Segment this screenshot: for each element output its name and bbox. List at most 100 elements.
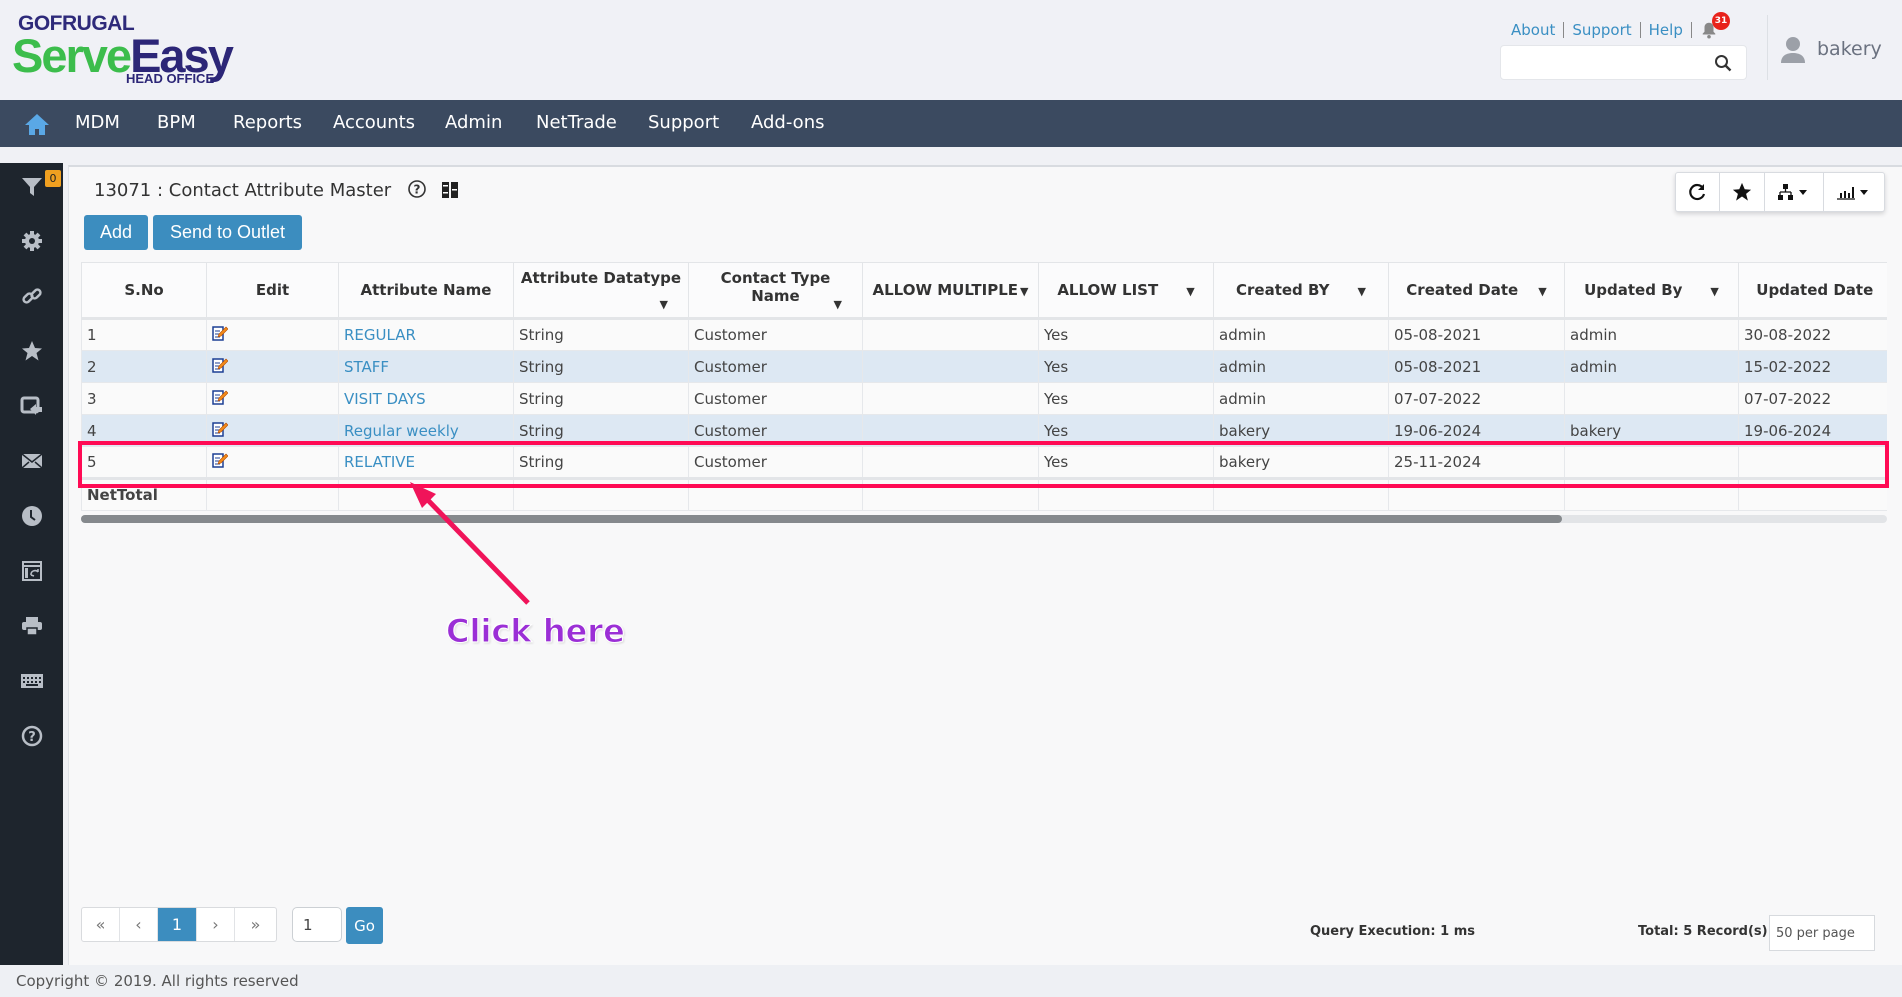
edit-icon[interactable]: [212, 357, 229, 377]
column-header-created-date[interactable]: Created Date ▼: [1388, 262, 1565, 320]
edit-cell: [206, 350, 339, 383]
sort-caret-icon[interactable]: ▼: [659, 298, 668, 311]
cell-created-by: admin: [1213, 382, 1389, 415]
prev-page-button[interactable]: ‹: [120, 908, 158, 941]
column-header-attribute-datatype[interactable]: Attribute Datatype ▼: [513, 262, 689, 320]
edit-icon[interactable]: [212, 389, 229, 409]
help-icon[interactable]: ?: [407, 179, 427, 199]
edit-icon[interactable]: [212, 421, 229, 441]
nav-addons[interactable]: Add-ons: [751, 112, 825, 133]
filter-count-badge: 0: [45, 170, 61, 187]
attribute-name-link[interactable]: Regular weekly: [344, 421, 459, 440]
cell-created-by: bakery: [1213, 446, 1389, 479]
total-cell: [1564, 477, 1739, 511]
favorite-button[interactable]: [1720, 173, 1765, 211]
logo[interactable]: ServeEasy: [12, 28, 234, 83]
sort-caret-icon[interactable]: ▼: [1710, 285, 1719, 298]
sort-caret-icon[interactable]: ▼: [1357, 285, 1366, 298]
sort-caret-icon[interactable]: ▼: [1538, 285, 1547, 298]
search-icon[interactable]: [1714, 54, 1732, 72]
svg-text:?: ?: [28, 730, 36, 745]
column-header-updated-date[interactable]: Updated Date▼: [1738, 262, 1887, 320]
go-button[interactable]: Go: [346, 907, 383, 944]
nav-accounts[interactable]: Accounts: [333, 112, 416, 133]
sort-caret-icon[interactable]: ▼: [1186, 285, 1195, 298]
chart-dropdown[interactable]: [1824, 173, 1884, 211]
cell-attribute-name: VISIT DAYS: [338, 382, 514, 415]
notification-badge[interactable]: 31: [1712, 12, 1730, 30]
logo-brand: GOFRUGAL: [18, 12, 135, 35]
home-icon[interactable]: [24, 112, 50, 136]
window-swap-icon[interactable]: [20, 559, 44, 583]
search-input[interactable]: [1500, 45, 1747, 80]
filter-icon[interactable]: [20, 175, 44, 199]
nav-mdm[interactable]: MDM: [75, 112, 120, 133]
share-screen-icon[interactable]: [20, 394, 44, 418]
attribute-name-link[interactable]: VISIT DAYS: [344, 389, 426, 408]
printer-icon[interactable]: [20, 614, 44, 638]
nav-reports[interactable]: Reports: [233, 112, 303, 133]
sort-caret-icon[interactable]: ▼: [833, 298, 842, 311]
help-link[interactable]: Help: [1648, 21, 1683, 39]
hierarchy-dropdown[interactable]: [1765, 173, 1825, 211]
nav-admin[interactable]: Admin: [445, 112, 503, 133]
cell-sno: 2: [81, 350, 207, 383]
refresh-icon: [1689, 183, 1706, 201]
column-header-created-by[interactable]: Created BY ▼: [1213, 262, 1389, 320]
goto-page-input[interactable]: [292, 907, 342, 942]
about-link[interactable]: About: [1511, 21, 1556, 39]
sort-caret-icon[interactable]: ▼: [1020, 285, 1029, 298]
cell-contact-type: Customer: [688, 350, 863, 383]
column-header-allow-multiple[interactable]: ALLOW MULTIPLE ▼: [862, 262, 1039, 320]
column-header-allow-list[interactable]: ALLOW LIST ▼: [1038, 262, 1214, 320]
column-header-updated-by[interactable]: Updated By ▼: [1564, 262, 1739, 320]
edit-icon[interactable]: [212, 325, 229, 345]
layout-icon[interactable]: [441, 181, 459, 199]
cell-contact-type: Customer: [688, 318, 863, 351]
scrollbar-thumb[interactable]: [81, 515, 1562, 523]
keyboard-icon[interactable]: [20, 669, 44, 693]
horizontal-scrollbar[interactable]: [81, 515, 1887, 523]
cell-updated-date: 07-07-2022: [1738, 382, 1887, 415]
logo-part2: Easy: [130, 29, 234, 82]
edit-icon[interactable]: [212, 452, 229, 472]
user-avatar-icon[interactable]: [1780, 35, 1806, 65]
attribute-name-link[interactable]: STAFF: [344, 357, 390, 376]
support-link[interactable]: Support: [1572, 21, 1632, 39]
nav-bpm[interactable]: BPM: [157, 112, 196, 133]
nav-support[interactable]: Support: [648, 112, 720, 133]
link-icon[interactable]: [20, 284, 44, 308]
add-button[interactable]: Add: [84, 215, 148, 250]
gear-icon[interactable]: [20, 229, 44, 253]
top-links: About Support Help: [1511, 21, 1718, 39]
table-row: 2 STAFF String Customer Yes admin 05-08-2021 ad…: [81, 350, 1887, 383]
column-header-edit[interactable]: Edit: [206, 262, 339, 320]
sidebar: ?: [0, 163, 63, 965]
first-page-button[interactable]: «: [82, 908, 120, 941]
attribute-name-link[interactable]: REGULAR: [344, 326, 416, 344]
page-1-button[interactable]: 1: [158, 908, 197, 941]
next-page-button[interactable]: ›: [197, 908, 235, 941]
refresh-button[interactable]: [1676, 173, 1720, 211]
column-header-sno[interactable]: S.No: [81, 262, 207, 320]
bell-icon[interactable]: [1700, 21, 1718, 39]
user-name[interactable]: bakery: [1817, 38, 1882, 60]
divider: [1767, 15, 1768, 80]
star-icon[interactable]: [20, 339, 44, 363]
column-header-attribute-name[interactable]: Attribute Name: [338, 262, 514, 320]
column-header-contact-type-name[interactable]: Contact Type Name ▼: [688, 262, 863, 320]
total-cell: [513, 477, 689, 511]
help-icon[interactable]: ?: [20, 724, 44, 748]
send-to-outlet-button[interactable]: Send to Outlet: [153, 215, 302, 250]
per-page-select[interactable]: 50 per page: [1769, 915, 1875, 951]
last-page-button[interactable]: »: [250, 915, 261, 934]
page-title: 13071 : Contact Attribute Master ?: [94, 179, 459, 201]
highlight-box: [78, 441, 1889, 488]
total-records: Total: 5 Record(s): [1638, 924, 1768, 939]
mail-icon[interactable]: [20, 449, 44, 473]
cell-updated-date: 15-02-2022: [1738, 350, 1887, 383]
attribute-name-link[interactable]: RELATIVE: [344, 453, 416, 471]
clock-icon[interactable]: [20, 504, 44, 528]
nav-nettrade[interactable]: NetTrade: [536, 112, 617, 133]
footer: [0, 965, 1902, 997]
